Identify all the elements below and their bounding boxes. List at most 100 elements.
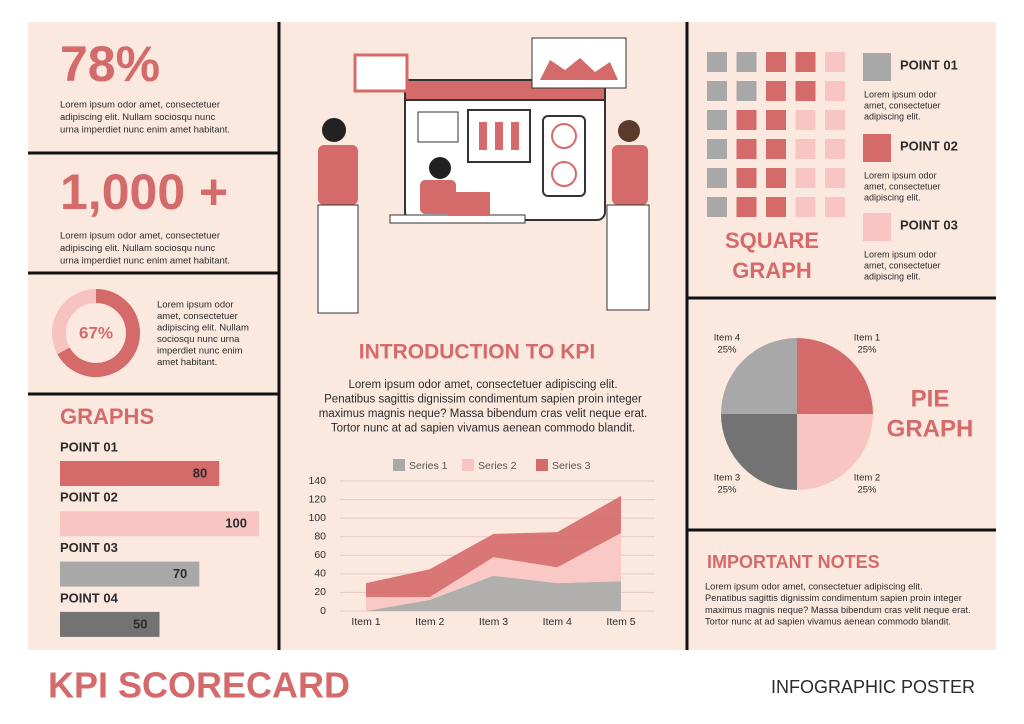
square [795,110,816,130]
laptop [448,192,490,216]
donut-arc [57,289,140,377]
person [318,145,358,205]
square [766,168,786,188]
square [707,197,727,217]
intro-text: Tortor nunc at ad sapien vivamus aenean … [331,423,635,435]
legend-text: amet, consectetuer [864,100,941,110]
stat-value: 1,000 + [60,164,228,220]
legend-text: Lorem ipsum odor [864,89,937,99]
legend-text: Lorem ipsum odor [864,249,937,259]
donut-text: sociosqu nunc urna [157,334,240,345]
legend-swatch [863,53,891,81]
board-checks [542,115,586,197]
square [766,52,786,72]
board-note [417,111,459,143]
person [317,204,359,314]
stat-text: adipiscing elit. Nullam sociosqu nunc [60,243,215,254]
square [825,110,845,130]
y-tick-label: 100 [308,512,326,524]
square [795,168,816,188]
bar [60,511,259,537]
notes-text: Lorem ipsum odor amet, consectetuer adip… [705,581,923,591]
stat-text: urna imperdiet nunc enim amet habitant. [60,125,230,136]
donut-text: imperdiet nunc enim [157,346,243,357]
square-graph-title: SQUARE [725,228,819,253]
y-tick-label: 60 [314,549,326,561]
person [420,180,456,214]
legend-label: Series 1 [409,460,448,472]
square [736,139,757,159]
square [736,52,757,72]
square [825,139,845,159]
footer-subtitle: INFOGRAPHIC POSTER [771,677,975,697]
code-box [353,53,409,93]
pie-title: GRAPH [887,415,974,442]
gauge [511,122,519,150]
x-tick-label: Item 4 [543,616,572,628]
y-tick-label: 40 [314,568,326,580]
legend-swatch [393,459,405,471]
notes-text: Tortor nunc at ad sapien vivamus aenean … [705,617,951,627]
pie-value: 25% [717,485,737,496]
legend-label: Series 2 [478,460,517,472]
pie-value: 25% [857,345,877,356]
donut-text: amet, consectetuer [157,311,238,322]
notes-title: IMPORTANT NOTES [707,552,880,572]
square [825,52,845,72]
square [707,139,727,159]
person [429,157,451,179]
pie-slice [721,338,797,414]
intro-title: INTRODUCTION TO KPI [359,341,595,364]
notes-text: Penatibus sagittis dignissim condimentum… [705,593,962,603]
x-tick-label: Item 1 [351,616,380,628]
legend-title: POINT 03 [900,217,958,232]
bar-value: 70 [173,566,187,581]
square-graph-title: GRAPH [732,258,811,283]
square [707,52,727,72]
graphs-title: GRAPHS [60,404,154,429]
square [825,81,845,101]
pie-label: Item 3 [714,473,740,484]
legend-label: Series 3 [552,460,591,472]
bar [60,461,220,486]
y-tick-label: 0 [320,605,326,617]
legend-title: POINT 01 [900,57,958,72]
y-tick-label: 80 [314,530,326,542]
legend-swatch [863,134,891,162]
notes-text: maximus magnis neque? Massa bibendum cra… [705,605,971,615]
gauge [495,122,503,150]
bar-label: POINT 02 [60,490,118,505]
pie-title: PIE [911,385,950,412]
donut-text: Lorem ipsum odor [157,300,234,311]
intro-text: maximus magnis neque? Massa bibendum cra… [319,408,648,420]
square [795,52,816,72]
footer-title: KPI SCORECARD [48,665,350,706]
area [366,495,621,598]
square [766,81,786,101]
pie-slice [721,414,797,490]
gauge [479,122,487,150]
person [618,120,640,142]
square [736,197,757,217]
y-tick-label: 20 [314,586,326,598]
pie-label: Item 2 [854,473,880,484]
square [707,110,727,130]
legend-text: Lorem ipsum odor [864,170,937,180]
square [825,168,845,188]
pie-label: Item 4 [714,333,740,344]
square [766,110,786,130]
legend-swatch [536,459,548,471]
legend-swatch [863,213,891,241]
y-tick-label: 120 [308,493,326,505]
square [707,81,727,101]
square [825,197,845,217]
chart-card-area [540,58,618,80]
bar-value: 80 [193,465,207,480]
person [322,118,346,142]
legend-text: amet, consectetuer [864,260,941,270]
donut-label: 67% [79,323,113,342]
person [612,145,648,205]
legend-title: POINT 02 [900,138,958,153]
